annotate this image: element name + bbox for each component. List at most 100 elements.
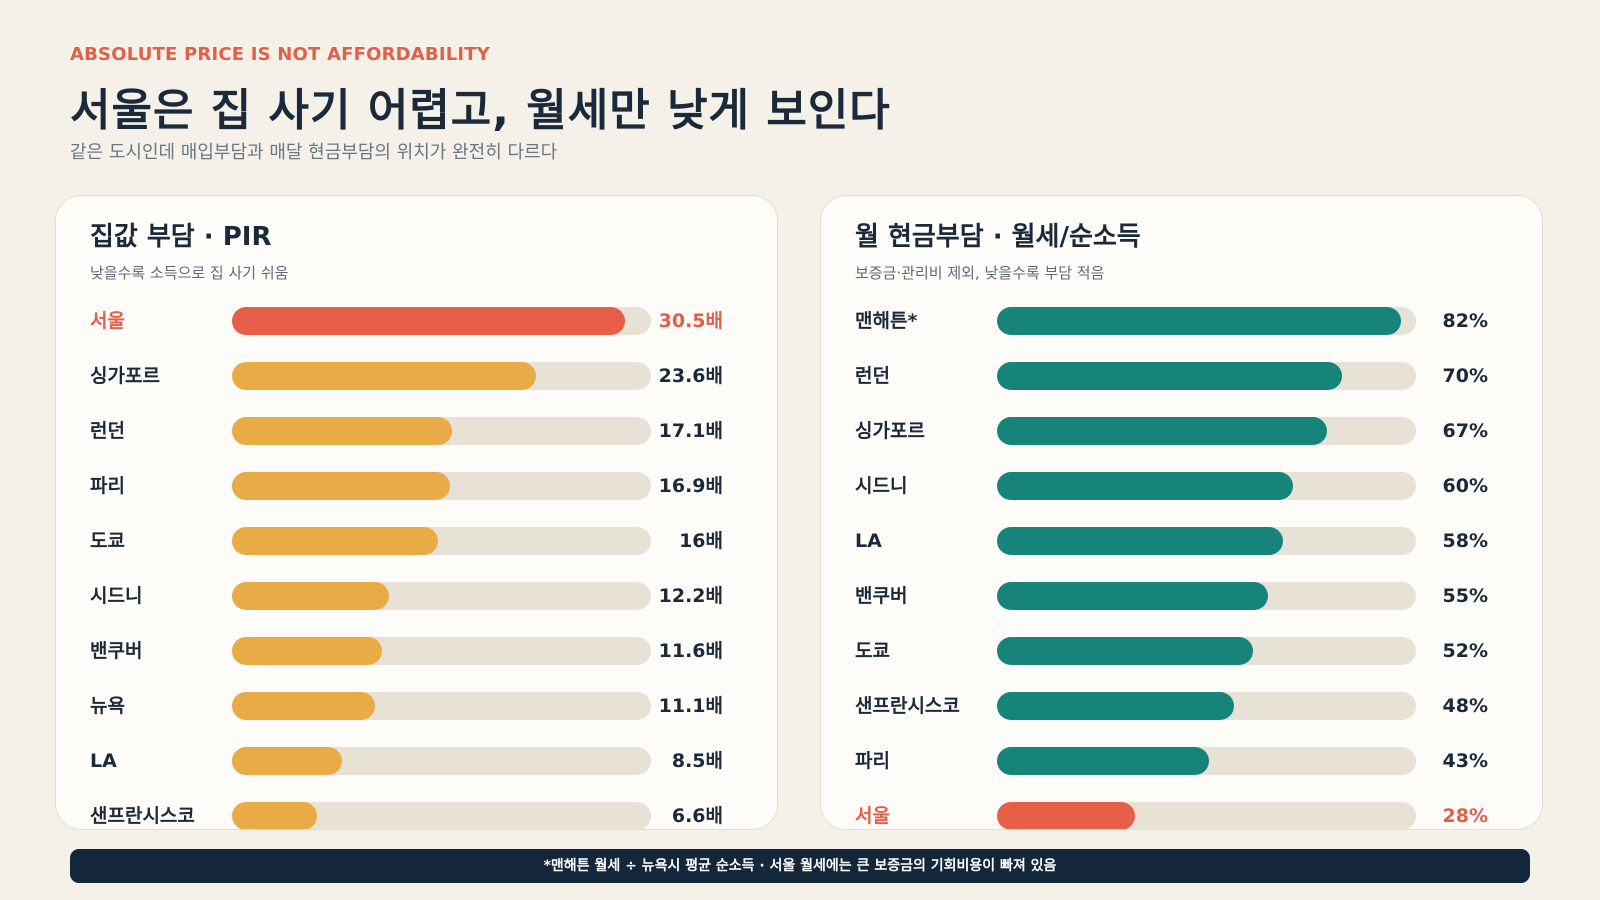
pir-bar-track <box>232 637 651 665</box>
rent-bar-row: 맨해튼* 82% <box>821 307 1542 335</box>
rent-value-label: 67% <box>1442 420 1488 442</box>
rent-category-label: LA <box>855 530 882 552</box>
rent-bar <box>997 747 1209 775</box>
rent-bar <box>997 307 1401 335</box>
rent-category-label: 시드니 <box>855 475 908 497</box>
pir-bar <box>232 637 382 665</box>
pir-bar-row: 싱가포르 23.6배 <box>56 362 777 390</box>
rent-bar-row: 런던 70% <box>821 362 1542 390</box>
rent-chart-panel: 월 현금부담 · 월세/순소득 보증금·관리비 제외, 낮을수록 부담 적음 맨… <box>820 195 1543 830</box>
rent-bar-row: LA 58% <box>821 527 1542 555</box>
pir-bar-track <box>232 692 651 720</box>
pir-bar-track <box>232 527 651 555</box>
pir-value-label: 11.1배 <box>658 695 723 717</box>
pir-category-label: 샌프란시스코 <box>90 805 195 827</box>
rent-category-label: 런던 <box>855 365 890 387</box>
pir-bar-row: LA 8.5배 <box>56 747 777 775</box>
rent-bar-row: 시드니 60% <box>821 472 1542 500</box>
rent-bar <box>997 582 1268 610</box>
pir-bar <box>232 362 536 390</box>
pir-bar-row: 파리 16.9배 <box>56 472 777 500</box>
pir-bar <box>232 417 452 445</box>
pir-bar-row: 런던 17.1배 <box>56 417 777 445</box>
pir-value-label: 12.2배 <box>658 585 723 607</box>
pir-category-label: 밴쿠버 <box>90 640 143 662</box>
pir-value-label: 8.5배 <box>671 750 723 772</box>
rent-bar-row: 도쿄 52% <box>821 637 1542 665</box>
rent-value-label: 60% <box>1442 475 1488 497</box>
pir-value-label: 16.9배 <box>658 475 723 497</box>
pir-bar-track <box>232 472 651 500</box>
rent-bar <box>997 417 1327 445</box>
rent-value-label: 58% <box>1442 530 1488 552</box>
pir-category-label: LA <box>90 750 117 772</box>
pir-value-label: 16배 <box>679 530 723 552</box>
pir-bar-track <box>232 362 651 390</box>
rent-bar-row: 파리 43% <box>821 747 1542 775</box>
rent-category-label: 도쿄 <box>855 640 890 662</box>
pir-category-label: 시드니 <box>90 585 143 607</box>
rent-value-label: 43% <box>1442 750 1488 772</box>
rent-value-label: 48% <box>1442 695 1488 717</box>
pir-category-label: 서울 <box>90 310 125 332</box>
footnote-banner: *맨해튼 월세 ÷ 뉴욕시 평균 순소득 · 서울 월세에는 큰 보증금의 기회… <box>70 849 1530 883</box>
rent-bar <box>997 472 1293 500</box>
pir-bar-track <box>232 802 651 829</box>
pir-bar <box>232 802 317 829</box>
rent-category-label: 서울 <box>855 805 890 827</box>
pir-bar-track <box>232 307 651 335</box>
pir-chart-note: 낮을수록 소득으로 집 사기 쉬움 <box>90 264 289 282</box>
rent-bar-track <box>997 472 1416 500</box>
rent-bar <box>997 802 1135 829</box>
rent-category-label: 맨해튼* <box>855 310 918 332</box>
rent-category-label: 샌프란시스코 <box>855 695 960 717</box>
rent-bar-row: 싱가포르 67% <box>821 417 1542 445</box>
pir-value-label: 17.1배 <box>658 420 723 442</box>
rent-bar-track <box>997 692 1416 720</box>
rent-bar-track <box>997 527 1416 555</box>
rent-bar <box>997 692 1234 720</box>
pir-chart-title: 집값 부담 · PIR <box>90 222 272 252</box>
rent-bar <box>997 527 1283 555</box>
rent-bar-track <box>997 362 1416 390</box>
pir-category-label: 뉴욕 <box>90 695 125 717</box>
pir-bar <box>232 582 389 610</box>
pir-value-label: 23.6배 <box>658 365 723 387</box>
pir-bar-row: 도쿄 16배 <box>56 527 777 555</box>
pir-bar-row: 밴쿠버 11.6배 <box>56 637 777 665</box>
pir-value-label: 30.5배 <box>658 310 723 332</box>
rent-value-label: 52% <box>1442 640 1488 662</box>
page-subtitle: 같은 도시인데 매입부담과 매달 현금부담의 위치가 완전히 다르다 <box>70 142 558 163</box>
rent-category-label: 밴쿠버 <box>855 585 908 607</box>
pir-bar-row: 샌프란시스코 6.6배 <box>56 802 777 829</box>
pir-bar <box>232 527 438 555</box>
rent-bar-row: 샌프란시스코 48% <box>821 692 1542 720</box>
rent-category-label: 싱가포르 <box>855 420 925 442</box>
page-title: 서울은 집 사기 어렵고, 월세만 낮게 보인다 <box>70 85 891 136</box>
rent-chart-note: 보증금·관리비 제외, 낮을수록 부담 적음 <box>855 264 1105 282</box>
pir-bar <box>232 747 342 775</box>
rent-bar-row: 밴쿠버 55% <box>821 582 1542 610</box>
rent-bar-track <box>997 307 1416 335</box>
rent-bar-track <box>997 747 1416 775</box>
rent-bar-track <box>997 582 1416 610</box>
pir-category-label: 도쿄 <box>90 530 125 552</box>
pir-category-label: 파리 <box>90 475 125 497</box>
rent-category-label: 파리 <box>855 750 890 772</box>
rent-bar <box>997 362 1342 390</box>
rent-bar-track <box>997 417 1416 445</box>
pir-category-label: 런던 <box>90 420 125 442</box>
pir-bar-row: 시드니 12.2배 <box>56 582 777 610</box>
rent-value-label: 55% <box>1442 585 1488 607</box>
rent-value-label: 82% <box>1442 310 1488 332</box>
rent-value-label: 70% <box>1442 365 1488 387</box>
pir-bar-track <box>232 582 651 610</box>
pir-bar <box>232 307 625 335</box>
eyebrow-label: ABSOLUTE PRICE IS NOT AFFORDABILITY <box>70 44 491 65</box>
pir-bar-row: 서울 30.5배 <box>56 307 777 335</box>
pir-bar <box>232 472 450 500</box>
rent-chart-title: 월 현금부담 · 월세/순소득 <box>855 222 1141 252</box>
pir-bar-track <box>232 747 651 775</box>
pir-value-label: 6.6배 <box>671 805 723 827</box>
